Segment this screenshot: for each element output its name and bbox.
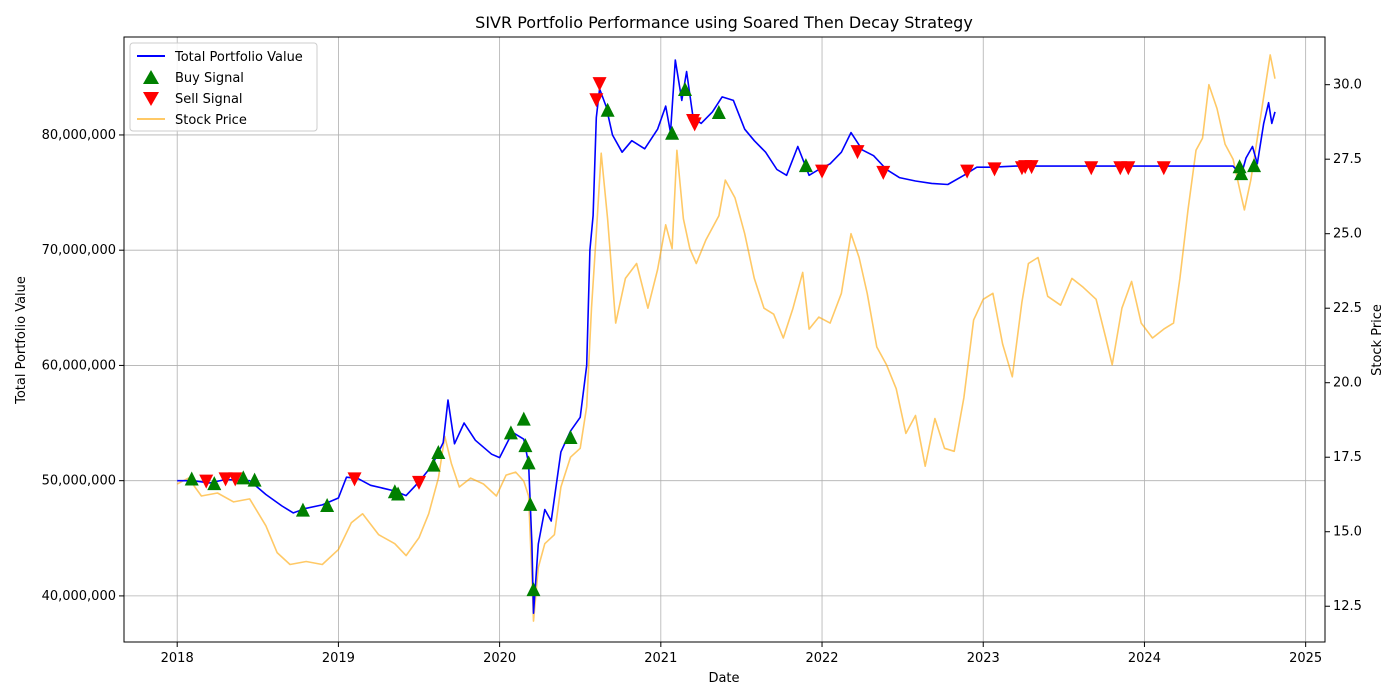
buy-signal-marker bbox=[426, 457, 441, 472]
x-axis-label: Date bbox=[708, 671, 739, 686]
buy-signal-marker bbox=[518, 438, 533, 453]
x-tick-label: 2022 bbox=[805, 651, 838, 666]
sell-signal-marker bbox=[592, 77, 607, 92]
buy-signal-marker bbox=[678, 82, 693, 97]
buy-signal-marker bbox=[503, 425, 518, 440]
right-y-tick-label: 15.0 bbox=[1333, 525, 1362, 540]
buy-signal-marker bbox=[665, 125, 680, 140]
x-axis-ticks: 2018 2019 2020 2021 2022 2023 2024 2025 bbox=[161, 642, 1322, 666]
portfolio-value-line bbox=[177, 59, 1276, 615]
right-y-tick-label: 25.0 bbox=[1333, 227, 1362, 242]
sell-signal-marker bbox=[199, 474, 214, 489]
buy-signal-marker bbox=[247, 472, 262, 487]
sell-signal-marker bbox=[1084, 161, 1099, 176]
plot-background bbox=[124, 37, 1325, 642]
left-y-axis-label: Total Portfolio Value bbox=[14, 276, 29, 405]
legend-box bbox=[129, 42, 318, 132]
buy-signal-marker bbox=[184, 471, 199, 486]
sell-signal-marker bbox=[960, 164, 975, 179]
buy-signal-marker bbox=[516, 411, 531, 426]
x-tick-label: 2023 bbox=[967, 651, 1000, 666]
right-y-tick-label: 12.5 bbox=[1333, 599, 1362, 614]
left-y-tick-label: 70,000,000 bbox=[42, 243, 116, 258]
left-y-tick-label: 50,000,000 bbox=[42, 474, 116, 489]
x-tick-label: 2020 bbox=[483, 651, 516, 666]
grid-lines bbox=[124, 37, 1325, 642]
sell-signal-marker bbox=[1121, 161, 1136, 176]
left-y-tick-label: 60,000,000 bbox=[42, 358, 116, 373]
buy-signal-marker bbox=[295, 502, 310, 517]
buy-signal-marker bbox=[711, 105, 726, 120]
sell-signal-marker bbox=[687, 117, 702, 132]
left-y-axis-ticks: 40,000,000 50,000,000 60,000,000 70,000,000… bbox=[42, 128, 124, 604]
left-y-tick-label: 80,000,000 bbox=[42, 128, 116, 143]
sell-signal-marker bbox=[1156, 161, 1171, 176]
sell-signal-marker bbox=[815, 164, 830, 179]
legend-buy-label: Buy Signal bbox=[175, 71, 244, 86]
right-y-tick-label: 20.0 bbox=[1333, 376, 1362, 391]
buy-signal-marker bbox=[563, 430, 578, 445]
right-y-axis-ticks: 12.5 15.0 17.5 20.0 22.5 25.0 27.5 30.0 bbox=[1325, 78, 1362, 614]
chart-title: SIVR Portfolio Performance using Soared … bbox=[475, 13, 973, 32]
legend-price-label: Stock Price bbox=[175, 113, 247, 128]
legend-sell-label: Sell Signal bbox=[175, 92, 243, 107]
buy-signal-marker bbox=[320, 498, 335, 513]
x-tick-label: 2024 bbox=[1128, 651, 1161, 666]
plot-frame bbox=[123, 36, 1326, 643]
buy-signal-marker bbox=[798, 158, 813, 173]
x-tick-label: 2018 bbox=[161, 651, 194, 666]
x-tick-label: 2025 bbox=[1289, 651, 1322, 666]
buy-signal-marker bbox=[431, 445, 446, 460]
buy-signal-marker bbox=[207, 476, 222, 491]
buy-signal-marker bbox=[1232, 159, 1247, 174]
buy-signal-marker bbox=[521, 455, 536, 470]
buy-signal-marker bbox=[600, 102, 615, 117]
x-tick-label: 2021 bbox=[644, 651, 677, 666]
sell-signal-marker bbox=[228, 472, 243, 487]
buy-signal-marker bbox=[523, 496, 538, 511]
legend: Total Portfolio Value Buy Signal Sell Si… bbox=[129, 42, 318, 132]
x-tick-label: 2019 bbox=[322, 651, 355, 666]
right-y-tick-label: 22.5 bbox=[1333, 301, 1362, 316]
sell-signal-marker bbox=[412, 475, 427, 490]
legend-sell-swatch bbox=[143, 92, 159, 106]
sell-signal-marker bbox=[850, 145, 865, 160]
buy-signal-marker bbox=[1234, 166, 1249, 181]
sell-signal-marker bbox=[589, 93, 604, 108]
legend-portfolio-label: Total Portfolio Value bbox=[174, 50, 303, 65]
sell-signal-marker bbox=[876, 165, 891, 180]
right-y-tick-label: 27.5 bbox=[1333, 152, 1362, 167]
buy-signal-marker bbox=[526, 582, 541, 597]
right-y-axis-label: Stock Price bbox=[1370, 304, 1385, 376]
buy-signal-marker bbox=[236, 470, 251, 485]
right-y-tick-label: 17.5 bbox=[1333, 450, 1362, 465]
legend-buy-swatch bbox=[143, 70, 159, 84]
buy-signal-marker bbox=[391, 486, 406, 501]
sell-signal-marker bbox=[347, 472, 362, 487]
buy-signal-marker bbox=[1247, 158, 1262, 173]
sell-signal-marker bbox=[1024, 160, 1039, 175]
left-y-tick-label: 40,000,000 bbox=[42, 589, 116, 604]
portfolio-value-series bbox=[177, 59, 1276, 615]
sell-signal-marker bbox=[987, 162, 1002, 177]
sell-signal-marker bbox=[218, 472, 233, 487]
right-y-tick-label: 30.0 bbox=[1333, 78, 1362, 93]
signal-markers bbox=[184, 77, 1262, 597]
